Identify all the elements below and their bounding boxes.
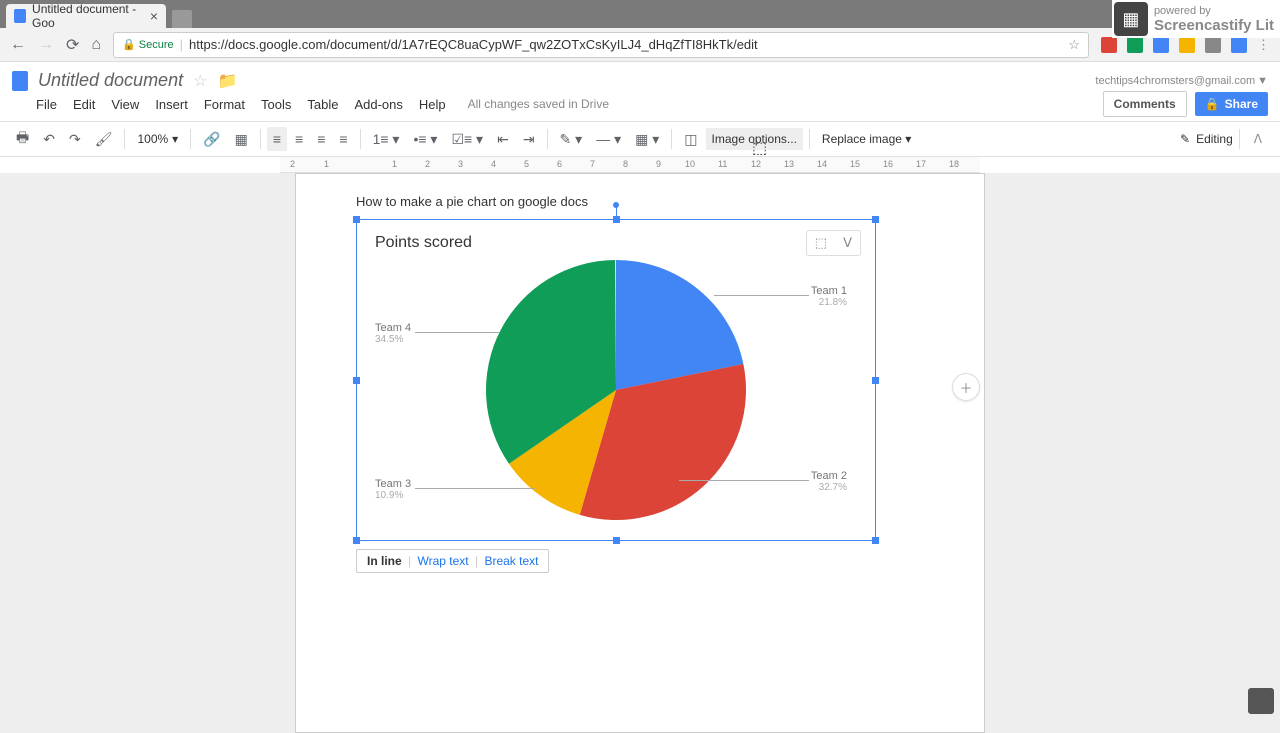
chart-label: Team 3 10.9% xyxy=(375,478,411,501)
collapse-icon[interactable]: ᐱ xyxy=(1246,132,1270,146)
break-text[interactable]: Break text xyxy=(484,554,538,568)
chart-label: Team 2 32.7% xyxy=(811,470,847,493)
link-icon[interactable]: 🔗 xyxy=(197,127,226,152)
outdent-icon[interactable]: ⇤ xyxy=(491,127,515,152)
ext-icon[interactable] xyxy=(1231,37,1247,53)
chart-selection[interactable]: Points scored ⬚ ᐯ Team 1 21.8% Team 2 xyxy=(356,219,876,541)
home-button[interactable]: ⌂ xyxy=(91,36,101,54)
menu-view[interactable]: View xyxy=(105,94,145,115)
ext-icon[interactable] xyxy=(1179,37,1195,53)
wrap-inline[interactable]: In line xyxy=(367,554,402,568)
menu-help[interactable]: Help xyxy=(413,94,452,115)
bulleted-list-icon[interactable]: •≡ ▾ xyxy=(407,127,443,152)
action-row: File Edit View Insert Format Tools Table… xyxy=(0,91,1280,121)
border-icon[interactable]: ▦ ▾ xyxy=(629,127,665,152)
align-right-icon[interactable]: ≡ xyxy=(311,127,331,151)
chart-dropdown-icon[interactable]: ᐯ xyxy=(835,231,860,255)
numbered-list-icon[interactable]: 1≡ ▾ xyxy=(367,127,406,152)
menu-format[interactable]: Format xyxy=(198,94,251,115)
editing-mode[interactable]: ✎ Editing xyxy=(1180,132,1233,146)
redo-icon[interactable]: ↷ xyxy=(63,127,87,152)
paint-format-icon[interactable]: 🖌 xyxy=(89,127,119,152)
share-button[interactable]: 🔒Share xyxy=(1195,92,1268,116)
tab-close-icon[interactable]: × xyxy=(150,8,158,24)
lock-icon: 🔒 xyxy=(1205,97,1220,111)
indent-icon[interactable]: ⇥ xyxy=(517,127,541,152)
zoom-select[interactable]: 100% ▾ xyxy=(131,130,184,148)
screencastify-badge-icon xyxy=(1248,688,1274,714)
star-doc-icon[interactable]: ☆ xyxy=(193,71,207,91)
menu-tools[interactable]: Tools xyxy=(255,94,297,115)
image-options-button[interactable]: Image options... xyxy=(706,128,803,150)
chart-title: Points scored xyxy=(375,234,857,252)
line-icon[interactable]: — ▾ xyxy=(590,127,627,152)
print-icon[interactable]: 🖶 xyxy=(10,123,35,155)
replace-image-button[interactable]: Replace image ▾ xyxy=(816,128,917,150)
folder-icon[interactable]: 📁 xyxy=(217,71,237,91)
align-center-icon[interactable]: ≡ xyxy=(289,127,309,151)
align-left-icon[interactable]: ≡ xyxy=(267,127,287,151)
reload-button[interactable]: ⟳ xyxy=(66,35,79,55)
lock-icon: 🔒 xyxy=(122,38,136,51)
menubar: File Edit View Insert Format Tools Table… xyxy=(30,94,1095,115)
browser-tab[interactable]: Untitled document - Goo × xyxy=(6,4,166,28)
pie-svg xyxy=(486,260,746,520)
screencastify-logo-icon: ▦ xyxy=(1114,2,1148,36)
ext-icon[interactable] xyxy=(1127,37,1143,53)
url-input[interactable]: 🔒Secure | https://docs.google.com/docume… xyxy=(113,32,1089,58)
pie-chart: Team 1 21.8% Team 2 32.7% Team 3 10.9% xyxy=(375,260,857,520)
toolbar: 🖶 ↶ ↷ 🖌 100% ▾ 🔗 ▦ ≡ ≡ ≡ ≡ 1≡ ▾ •≡ ▾ ☑≡ … xyxy=(0,121,1280,157)
star-icon[interactable]: ☆ xyxy=(1068,37,1080,53)
document-canvas: How to make a pie chart on google docs P… xyxy=(0,173,1280,733)
document-text[interactable]: How to make a pie chart on google docs xyxy=(356,194,924,209)
embedded-chart: Points scored ⬚ ᐯ Team 1 21.8% Team 2 xyxy=(357,220,875,540)
menu-edit[interactable]: Edit xyxy=(67,94,101,115)
menu-file[interactable]: File xyxy=(30,94,63,115)
doc-header: Untitled document ☆ 📁 techtips4chromster… xyxy=(0,62,1280,91)
page[interactable]: How to make a pie chart on google docs P… xyxy=(295,173,985,733)
comments-button[interactable]: Comments xyxy=(1103,91,1187,117)
checklist-icon[interactable]: ☑≡ ▾ xyxy=(445,127,489,152)
browser-urlbar: ← → ⟳ ⌂ 🔒Secure | https://docs.google.co… xyxy=(0,28,1280,62)
doc-title[interactable]: Untitled document xyxy=(38,70,183,91)
url-text: https://docs.google.com/document/d/1A7rE… xyxy=(189,37,758,52)
ext-icon[interactable] xyxy=(1205,37,1221,53)
pen-icon[interactable]: ✎ ▾ xyxy=(554,127,589,152)
back-button[interactable]: ← xyxy=(10,36,26,54)
wrap-text[interactable]: Wrap text xyxy=(417,554,468,568)
menu-addons[interactable]: Add-ons xyxy=(348,94,408,115)
forward-button[interactable]: → xyxy=(38,36,54,54)
user-email[interactable]: techtips4chromsters@gmail.com ▼ xyxy=(1095,75,1268,87)
ext-icon[interactable] xyxy=(1153,37,1169,53)
secure-badge: 🔒Secure xyxy=(122,38,174,51)
menu-table[interactable]: Table xyxy=(301,94,344,115)
add-fab-button[interactable]: ＋ xyxy=(952,373,980,401)
align-justify-icon[interactable]: ≡ xyxy=(333,127,353,151)
screencastify-overlay: ▦ powered by Screencastify Lit xyxy=(1112,0,1280,38)
docs-logo-icon[interactable] xyxy=(12,71,28,91)
comment-icon[interactable]: ▦ xyxy=(229,127,254,152)
crop-icon[interactable]: ◫ xyxy=(678,127,703,152)
unlink-icon[interactable]: ⬚ xyxy=(807,231,835,255)
text-wrap-options: In line | Wrap text | Break text xyxy=(356,549,549,573)
menu-insert[interactable]: Insert xyxy=(149,94,194,115)
ext-icon[interactable] xyxy=(1101,37,1117,53)
tab-title: Untitled document - Goo xyxy=(32,2,144,30)
new-tab-button[interactable] xyxy=(172,10,192,28)
extension-icons: ⋮ xyxy=(1101,37,1270,53)
chart-label: Team 4 34.5% xyxy=(375,322,411,345)
menu-icon[interactable]: ⋮ xyxy=(1257,37,1270,53)
horizontal-ruler[interactable]: 2 1 1 2 3 4 5 6 7 8 9 10 11 12 13 14 15 … xyxy=(280,157,980,173)
undo-icon[interactable]: ↶ xyxy=(37,127,61,152)
browser-tabbar: Untitled document - Goo × xyxy=(0,0,1280,28)
chart-label: Team 1 21.8% xyxy=(811,285,847,308)
save-status: All changes saved in Drive xyxy=(468,97,609,111)
chart-controls: ⬚ ᐯ xyxy=(806,230,861,256)
docs-favicon-icon xyxy=(14,9,26,23)
